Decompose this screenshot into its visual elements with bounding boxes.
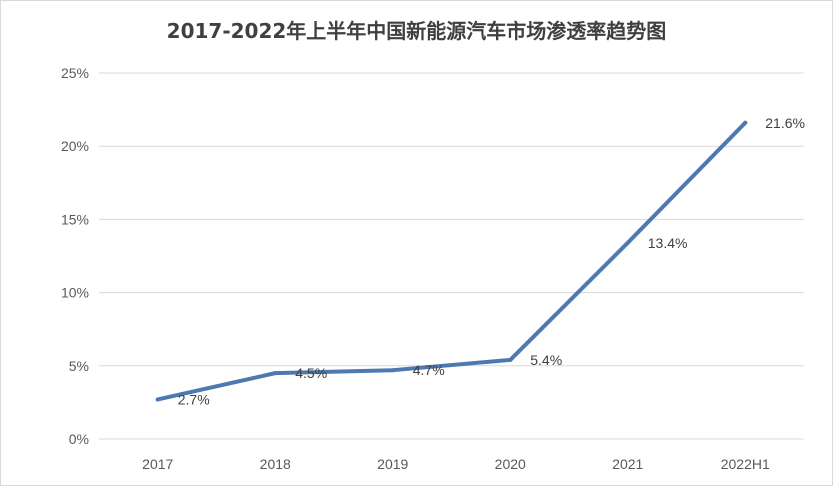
data-point	[273, 371, 278, 376]
y-axis-ticks: 0% 5% 10% 15% 20% 25%	[61, 65, 89, 447]
y-tick-label: 25%	[61, 65, 89, 81]
data-label: 4.5%	[295, 365, 327, 381]
x-axis-ticks: 2017 2018 2019 2020 2021 2022H1	[142, 456, 770, 472]
x-tick-label: 2020	[495, 456, 526, 472]
data-label: 21.6%	[765, 115, 805, 131]
y-tick-label: 10%	[61, 285, 89, 301]
data-labels: 2.7% 4.5% 4.7% 5.4% 13.4% 21.6%	[178, 115, 805, 408]
x-tick-label: 2021	[612, 456, 643, 472]
x-tick-label: 2017	[142, 456, 173, 472]
y-tick-label: 15%	[61, 211, 89, 227]
data-point	[743, 120, 748, 125]
data-point	[625, 240, 630, 245]
y-tick-label: 20%	[61, 138, 89, 154]
gridlines	[99, 72, 804, 440]
data-point	[508, 357, 513, 362]
data-label: 2.7%	[178, 391, 210, 407]
series-group	[155, 120, 748, 402]
y-tick-label: 5%	[69, 358, 89, 374]
x-tick-label: 2019	[377, 456, 408, 472]
chart-title: 2017-2022年上半年中国新能源汽车市场渗透率趋势图	[166, 19, 667, 43]
x-tick-label: 2018	[260, 456, 291, 472]
data-label: 5.4%	[530, 352, 562, 368]
data-point	[155, 397, 160, 402]
data-label: 13.4%	[648, 235, 688, 251]
data-label: 4.7%	[413, 362, 445, 378]
x-tick-label: 2022H1	[721, 456, 770, 472]
data-point	[390, 368, 395, 373]
y-tick-label: 0%	[69, 431, 89, 447]
series-line	[155, 120, 748, 402]
